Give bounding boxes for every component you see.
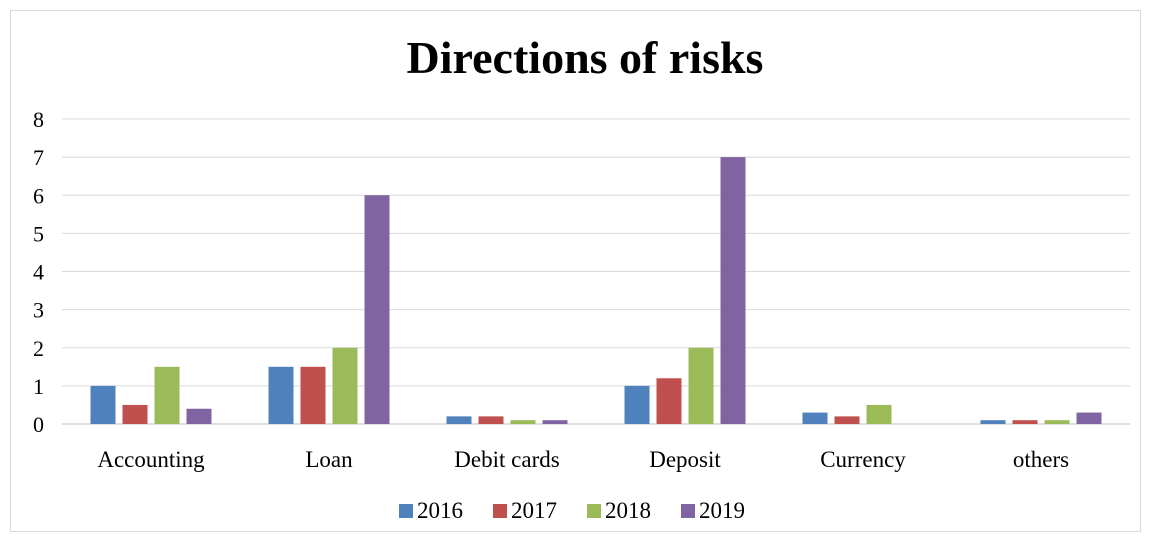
y-tick-label: 3 (33, 298, 44, 323)
legend: 2016 2017 2018 2019 (399, 498, 745, 523)
bar-2019-debit-cards (542, 420, 568, 424)
x-category-label: Loan (305, 447, 353, 472)
bar-2018-others (1044, 420, 1070, 424)
bar-2018-loan (332, 347, 358, 424)
bar-2019-deposit (720, 157, 746, 424)
y-tick-label: 6 (33, 183, 44, 208)
legend-label: 2017 (511, 498, 557, 523)
bar-2016-debit-cards (446, 416, 472, 424)
x-category-label: Accounting (97, 447, 205, 472)
bar-2017-accounting (122, 404, 148, 424)
legend-label: 2016 (417, 498, 463, 523)
bar-2018-deposit (688, 347, 714, 424)
legend-swatch-2019 (681, 504, 695, 518)
bar-2017-loan (300, 366, 326, 424)
x-category-label: Currency (820, 447, 906, 472)
y-tick-label: 1 (33, 374, 44, 399)
y-tick-label: 5 (33, 221, 44, 246)
y-tick-label: 8 (33, 107, 44, 132)
bar-2016-currency (802, 412, 828, 424)
bar-2017-debit-cards (478, 416, 504, 424)
bar-2017-deposit (656, 378, 682, 424)
bar-2016-deposit (624, 385, 650, 424)
bar-2016-loan (268, 366, 294, 424)
y-tick-label: 2 (33, 336, 44, 361)
legend-label: 2019 (699, 498, 745, 523)
chart-title: Directions of risks (407, 32, 764, 83)
bar-2016-others (980, 420, 1006, 424)
y-axis-ticks: 0 1 2 3 4 5 6 7 8 (33, 107, 44, 437)
legend-label: 2018 (605, 498, 651, 523)
x-category-label: Deposit (649, 447, 721, 472)
bar-2016-accounting (90, 385, 116, 424)
y-tick-label: 7 (33, 145, 44, 170)
legend-swatch-2017 (493, 504, 507, 518)
bar-2018-debit-cards (510, 420, 536, 424)
bar-2017-currency (834, 416, 860, 424)
legend-swatch-2016 (399, 504, 413, 518)
bar-2019-others (1076, 412, 1102, 424)
x-axis-categories: Accounting Loan Debit cards Deposit Currency… (97, 447, 1069, 472)
bar-2017-others (1012, 420, 1038, 424)
x-category-label: Debit cards (454, 447, 559, 472)
legend-swatch-2018 (587, 504, 601, 518)
bar-2019-accounting (186, 408, 212, 424)
bar-2019-loan (364, 195, 390, 424)
x-category-label: others (1013, 447, 1069, 472)
bars (90, 157, 1102, 424)
gridlines (62, 118, 1130, 425)
bar-2018-accounting (154, 366, 180, 424)
y-tick-label: 4 (33, 260, 44, 285)
bar-2018-currency (866, 404, 892, 424)
y-tick-label: 0 (33, 412, 44, 437)
